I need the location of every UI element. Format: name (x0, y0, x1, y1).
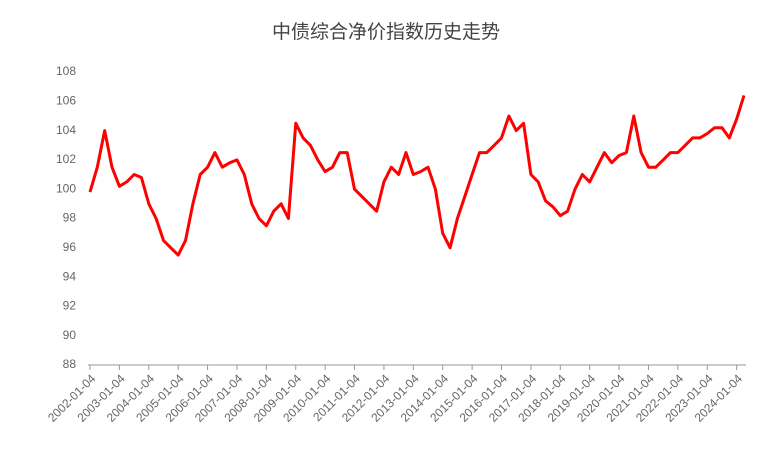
y-tick-label: 92 (63, 299, 77, 313)
y-tick-label: 100 (56, 181, 76, 195)
y-tick-label: 96 (63, 240, 77, 254)
chart-title: 中债综合净价指数历史走势 (272, 21, 500, 43)
y-tick-label: 98 (63, 211, 77, 225)
y-tick-label: 88 (63, 357, 77, 371)
y-tick-label: 90 (63, 328, 77, 342)
y-tick-label: 108 (56, 64, 76, 78)
y-tick-label: 94 (63, 269, 77, 283)
y-tick-label: 104 (56, 123, 76, 137)
y-tick-label: 102 (56, 152, 76, 166)
data-line (88, 94, 746, 257)
y-tick-label: 106 (56, 93, 76, 107)
